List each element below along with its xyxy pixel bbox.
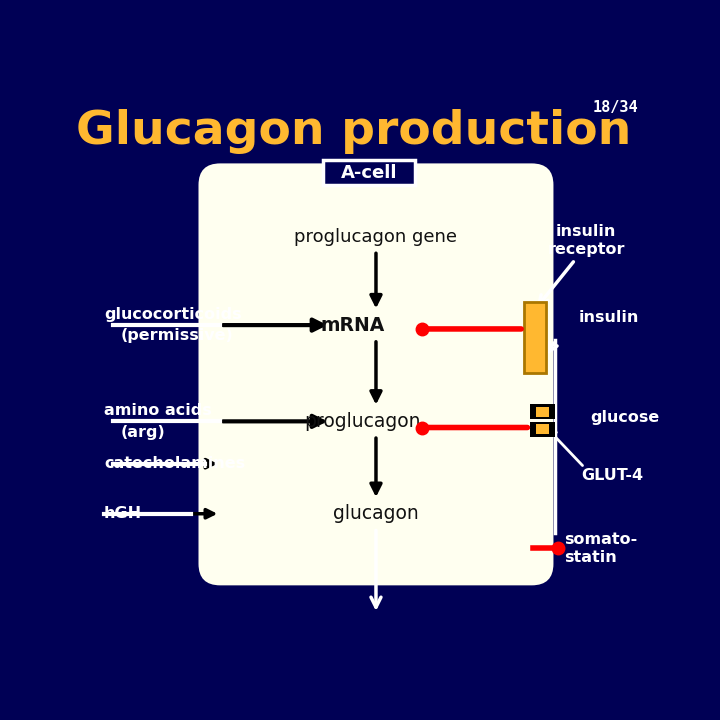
- Bar: [323, 161, 415, 185]
- Text: insulin: insulin: [579, 310, 639, 325]
- Text: glucocorticoids: glucocorticoids: [104, 307, 242, 322]
- Text: A-cell: A-cell: [341, 163, 397, 181]
- Bar: [530, 422, 555, 437]
- Bar: [536, 407, 549, 417]
- Bar: [524, 302, 546, 373]
- Text: 18/34: 18/34: [593, 100, 639, 115]
- Text: hGH: hGH: [104, 506, 142, 521]
- Bar: [530, 405, 555, 419]
- Text: amino acids: amino acids: [104, 403, 212, 418]
- Text: (arg): (arg): [121, 425, 166, 440]
- Text: glucagon: glucagon: [333, 504, 419, 523]
- Bar: [536, 424, 549, 434]
- Text: insulin
receptor: insulin receptor: [547, 224, 625, 256]
- FancyBboxPatch shape: [199, 163, 554, 585]
- Text: proglucagon gene: proglucagon gene: [294, 228, 457, 246]
- Text: mRNA: mRNA: [320, 315, 385, 335]
- Text: catecholamines: catecholamines: [104, 456, 245, 471]
- Text: glucose: glucose: [590, 410, 660, 425]
- Text: somato-
statin: somato- statin: [564, 532, 637, 564]
- Text: proglucagon: proglucagon: [304, 412, 420, 431]
- Text: GLUT-4: GLUT-4: [581, 468, 644, 482]
- Text: (permissive): (permissive): [121, 328, 234, 343]
- Text: Glucagon production: Glucagon production: [76, 109, 631, 153]
